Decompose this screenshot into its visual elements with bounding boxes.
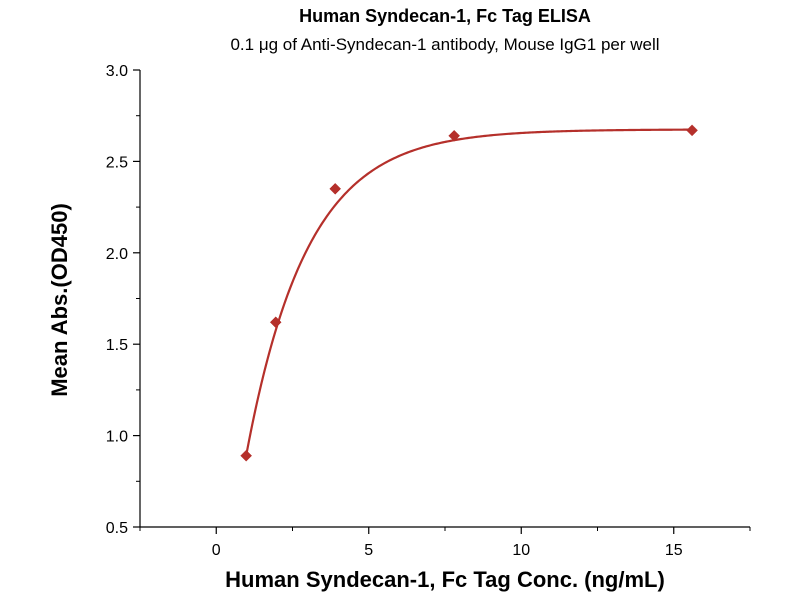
y-tick-label: 0.5 — [106, 520, 128, 537]
x-tick-label: 5 — [364, 542, 373, 559]
y-tick-label: 2.5 — [106, 154, 128, 171]
y-tick-label: 2.0 — [106, 246, 128, 263]
x-tick-label: 10 — [512, 542, 530, 559]
x-tick-label: 15 — [665, 542, 683, 559]
y-tick-label: 3.0 — [106, 63, 128, 80]
chart-title: Human Syndecan-1, Fc Tag ELISA — [299, 6, 591, 26]
data-point — [686, 124, 698, 137]
chart-subtitle: 0.1 μg of Anti-Syndecan-1 antibody, Mous… — [230, 35, 660, 54]
x-tick-label: 0 — [212, 542, 221, 559]
data-point — [240, 449, 252, 462]
y-tick-label: 1.0 — [106, 429, 128, 446]
data-point — [269, 316, 282, 329]
x-axis-label: Human Syndecan-1, Fc Tag Conc. (ng/mL) — [225, 567, 665, 592]
fit-curve — [245, 128, 692, 456]
data-point — [329, 182, 342, 195]
y-axis-label: Mean Abs.(OD450) — [47, 203, 72, 397]
data-point — [448, 129, 461, 142]
y-tick-label: 1.5 — [106, 337, 128, 354]
